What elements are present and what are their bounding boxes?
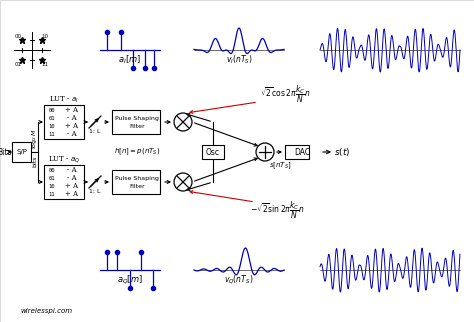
Bar	[285, 145, 309, 159]
Text: 10: 10	[41, 33, 48, 39]
Text: Filter: Filter	[129, 184, 145, 188]
Bar	[112, 170, 160, 194]
Text: $\sqrt{2}\cos 2\pi\dfrac{k_C}{N}n$: $\sqrt{2}\cos 2\pi\dfrac{k_C}{N}n$	[260, 83, 310, 105]
Text: $-\sqrt{2}\sin 2\pi\dfrac{k_C}{N}n$: $-\sqrt{2}\sin 2\pi\dfrac{k_C}{N}n$	[250, 199, 305, 221]
Text: 11: 11	[49, 131, 55, 137]
Text: $a_I[m]$: $a_I[m]$	[118, 54, 142, 66]
Text: $s[nT_S]$: $s[nT_S]$	[269, 161, 292, 171]
Text: $\log_2 M$: $\log_2 M$	[30, 128, 39, 149]
Text: $s(t)$: $s(t)$	[334, 146, 350, 158]
Text: Pulse Shaping: Pulse Shaping	[115, 175, 159, 181]
Text: wirelesspi.com: wirelesspi.com	[20, 308, 72, 314]
Text: S/P: S/P	[16, 149, 27, 155]
Text: 10: 10	[49, 184, 55, 188]
Text: - A: - A	[67, 174, 77, 182]
Text: 01: 01	[15, 62, 22, 67]
Text: 00: 00	[15, 33, 22, 39]
Text: 00: 00	[49, 167, 55, 173]
Text: 11: 11	[49, 192, 55, 196]
Text: $a_Q[m]$: $a_Q[m]$	[117, 274, 143, 286]
Text: + A: + A	[65, 190, 79, 198]
Text: + A: + A	[65, 106, 79, 114]
Text: 1: L: 1: L	[89, 128, 101, 134]
Text: $v_I(nT_S)$: $v_I(nT_S)$	[226, 54, 252, 66]
Text: LUT - $a_I$: LUT - $a_I$	[49, 95, 79, 105]
Text: 01: 01	[49, 175, 55, 181]
Text: - A: - A	[67, 166, 77, 174]
Text: 1: L: 1: L	[89, 188, 101, 194]
Text: Filter: Filter	[129, 124, 145, 128]
Circle shape	[174, 173, 192, 191]
Text: DAC: DAC	[294, 147, 310, 156]
Bar	[202, 145, 224, 159]
Circle shape	[174, 113, 192, 131]
Bar	[12, 142, 31, 162]
Text: $v_Q(nT_S)$: $v_Q(nT_S)$	[224, 274, 254, 286]
Text: Osc: Osc	[206, 147, 220, 156]
Text: - A: - A	[67, 130, 77, 138]
Text: 10: 10	[49, 124, 55, 128]
Text: 00: 00	[49, 108, 55, 112]
Text: LUT - $a_Q$: LUT - $a_Q$	[48, 155, 80, 165]
Bar	[44, 105, 84, 139]
Text: 01: 01	[49, 116, 55, 120]
Text: + A: + A	[65, 122, 79, 130]
Text: $h[n] = p(nT_S)$: $h[n] = p(nT_S)$	[114, 147, 160, 157]
Bar	[112, 110, 160, 134]
Text: Bits: Bits	[0, 147, 12, 156]
Text: + A: + A	[65, 182, 79, 190]
Text: bits: bits	[33, 155, 37, 166]
Text: Pulse Shaping: Pulse Shaping	[115, 116, 159, 120]
Text: - A: - A	[67, 114, 77, 122]
Bar	[44, 165, 84, 199]
Circle shape	[256, 143, 274, 161]
Text: 11: 11	[41, 62, 48, 67]
